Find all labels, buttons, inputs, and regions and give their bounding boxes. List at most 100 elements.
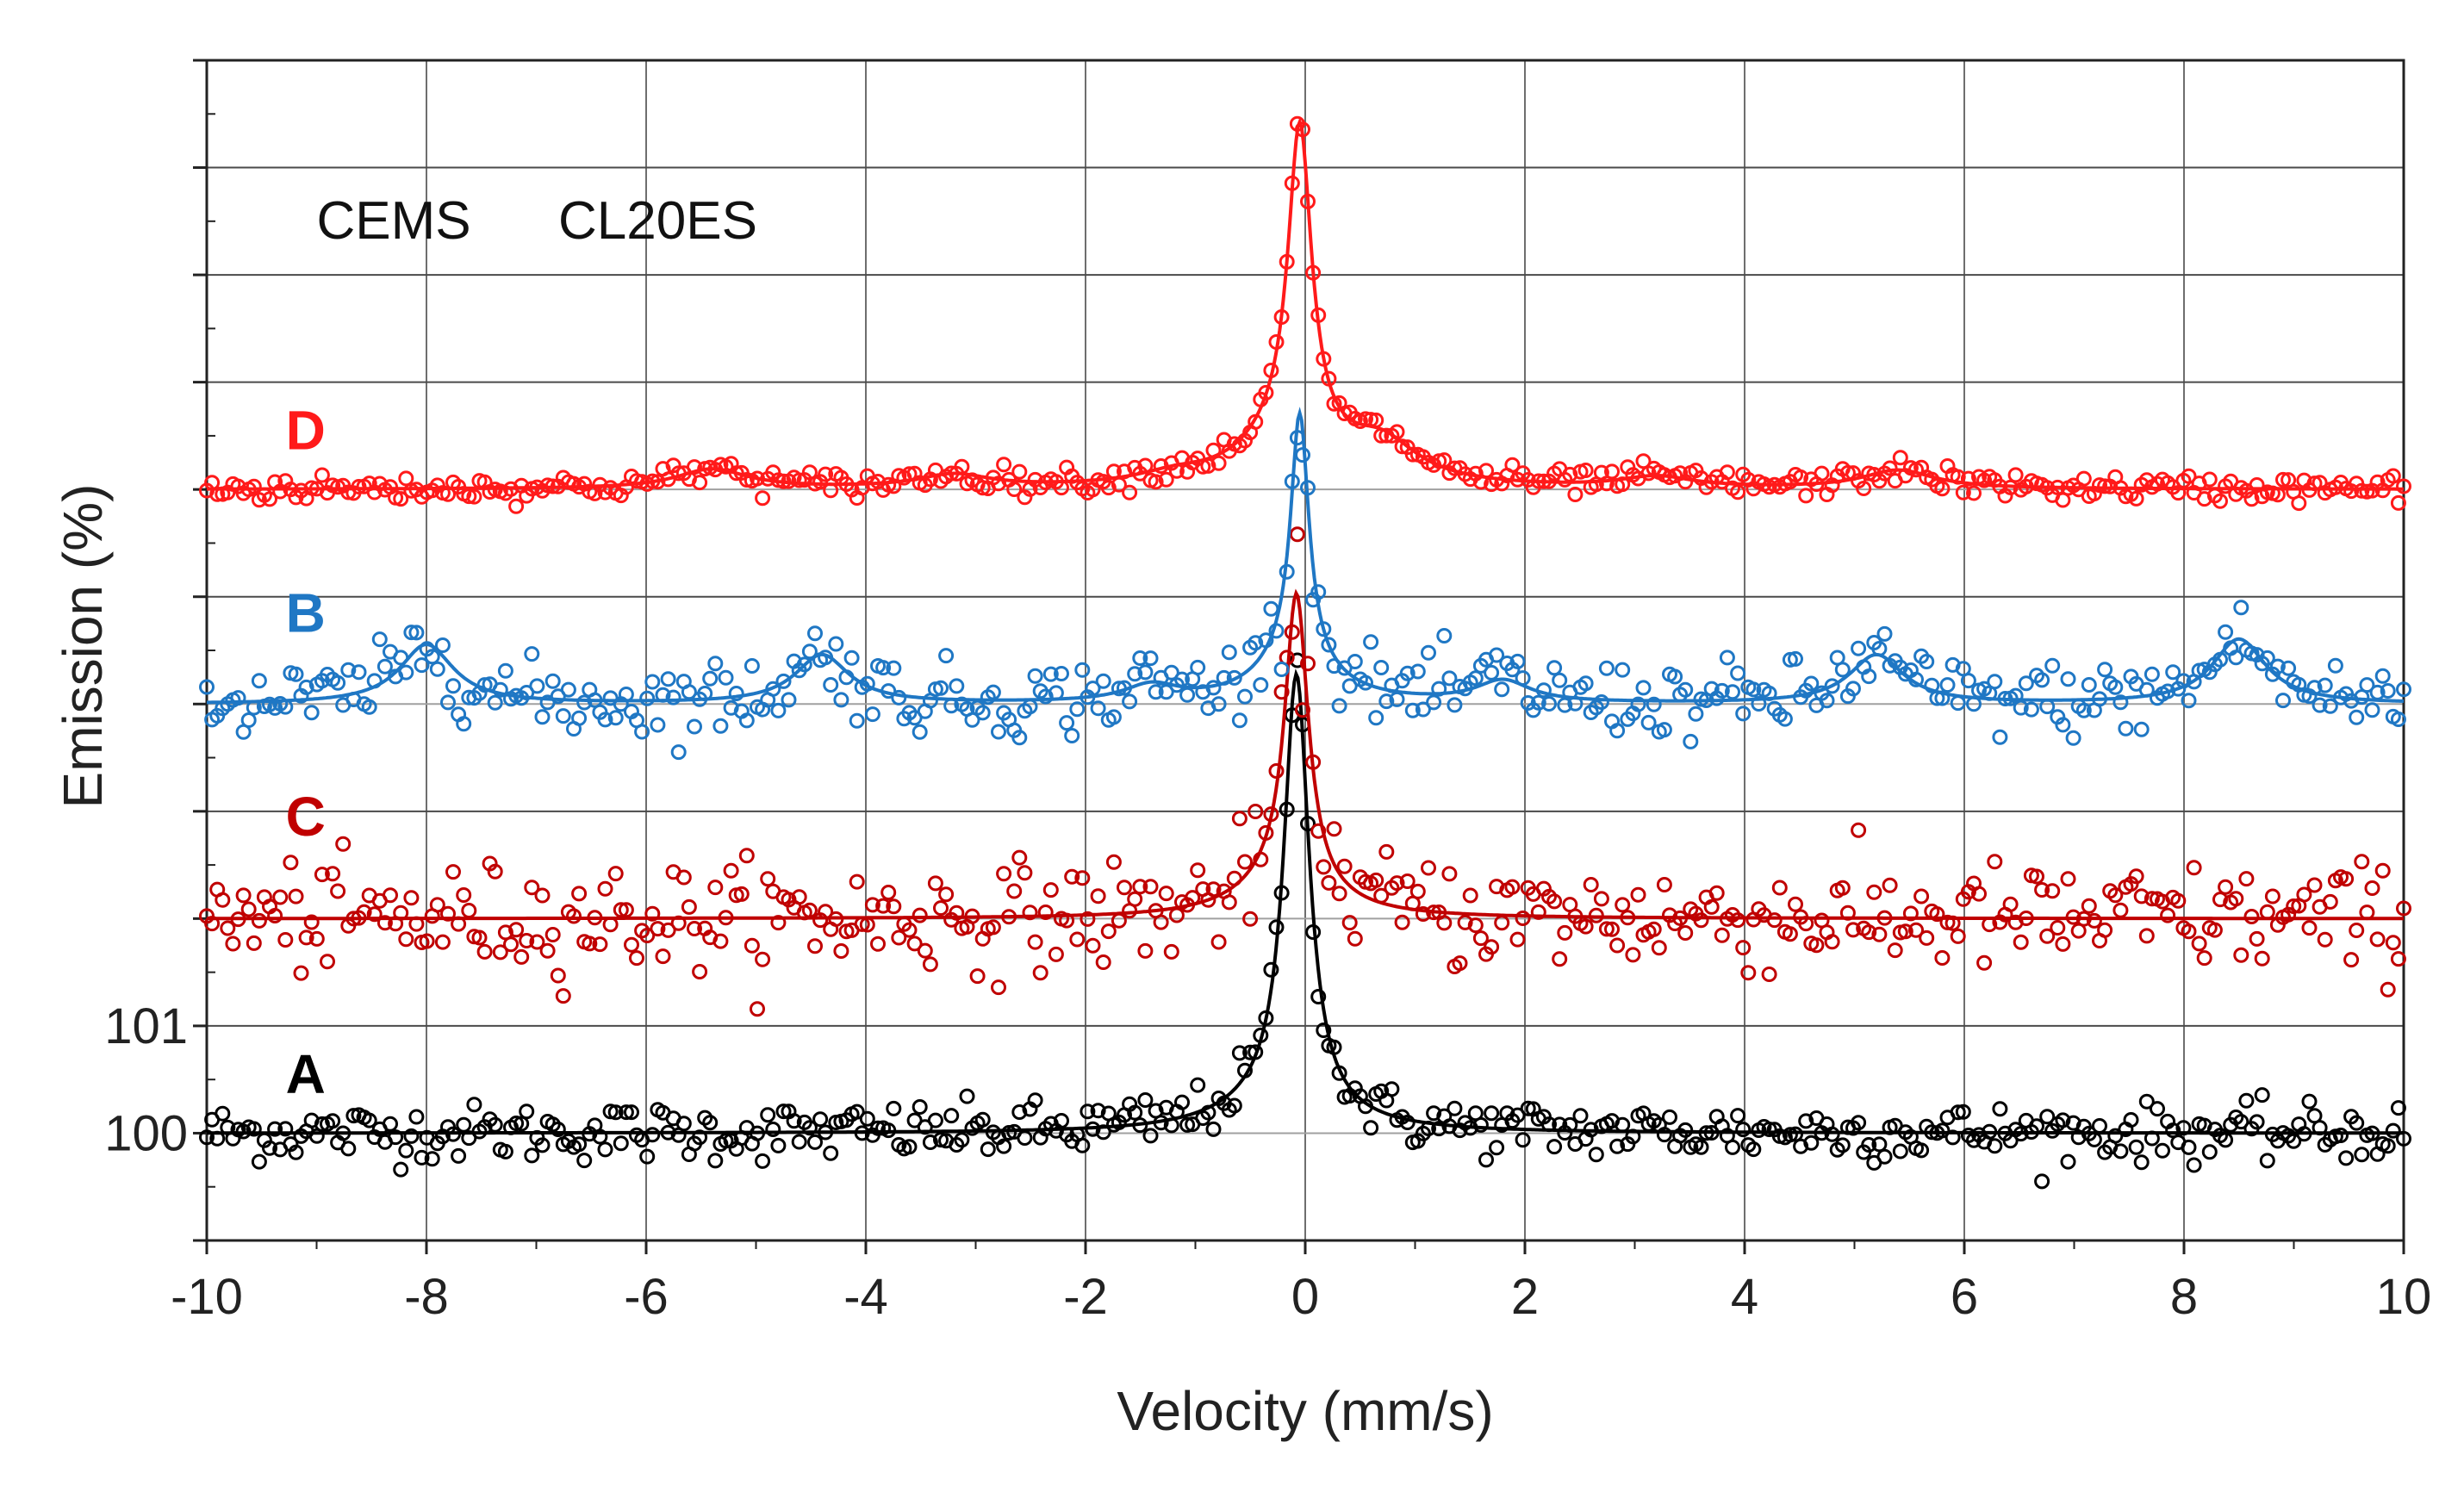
data-point [1305,754,1322,770]
data-point [1027,668,1043,684]
data-point [466,1097,482,1113]
data-point [624,1104,639,1121]
data-point [1368,710,1384,726]
data-point [2097,922,2113,938]
data-point [1467,670,1484,687]
data-point [1148,474,1164,490]
data-point [775,673,792,689]
data-point [262,491,277,507]
data-point [2301,1093,2318,1110]
data-point [1489,647,1505,663]
data-point [2181,1139,2197,1155]
data-point [1562,466,1578,482]
data-point [1253,851,1269,867]
data-point [1913,1142,1930,1159]
data-point [209,486,226,502]
data-point [1368,412,1384,428]
data-point [366,673,383,689]
data-point [2075,702,2092,718]
data-point [1022,699,1038,715]
data-point [1426,1105,1442,1122]
data-point [964,908,980,924]
data-point [2380,683,2396,699]
data-point [875,660,892,676]
data-point [2081,898,2097,914]
data-point [859,1110,875,1127]
data-point [1279,801,1295,817]
data-point [1987,854,2003,870]
data-point [1258,384,1274,401]
data-point [2286,1133,2302,1149]
x-tick-label: 2 [1511,1269,1539,1325]
data-point [1074,1137,1091,1153]
data-point [1751,696,1767,712]
data-point [1368,872,1384,888]
data-point [1824,934,1840,950]
data-point [1793,469,1809,485]
data-point [1808,937,1825,954]
data-point [1300,480,1316,496]
data-point [2039,1109,2056,1125]
data-point [471,929,488,946]
data-point [1845,922,1861,938]
data-point [1876,1148,1893,1165]
data-point [587,910,603,926]
data-point [1598,921,1615,937]
data-point [582,936,598,952]
data-point [1615,662,1631,678]
data-point [634,724,650,740]
data-point [2322,893,2338,910]
data-point [408,1109,425,1125]
data-point [2343,952,2360,968]
data-point [1027,1092,1043,1109]
data-point [2150,1101,2165,1117]
data-point [760,871,776,887]
series-label-A: A [286,1043,326,1105]
x-axis-title: Velocity (mm/s) [1117,1380,1493,1442]
data-point [755,951,771,967]
data-point [1824,1126,1840,1142]
data-point [833,943,849,959]
data-point [592,936,608,953]
data-point [996,866,1012,882]
data-point [2349,923,2365,938]
data-point [1472,1116,1489,1133]
data-point [2359,905,2375,921]
data-point [539,942,556,959]
data-point [744,937,760,954]
data-point [1231,1045,1248,1061]
data-point [1289,430,1305,446]
data-point [1210,455,1227,471]
data-point [230,690,246,706]
data-point [434,934,451,950]
data-point [1735,1122,1752,1138]
data-point [393,1161,409,1178]
data-point [875,898,892,914]
data-point [2249,930,2265,947]
data-point [1436,915,1453,931]
data-point [2060,671,2076,687]
data-point [2112,1143,2129,1159]
data-point [974,480,991,496]
data-point [497,1143,513,1159]
data-point [2039,699,2056,715]
data-point [1399,1115,1416,1130]
data-point [1273,885,1290,901]
data-point [665,689,681,706]
data-point [985,684,1001,700]
data-point [199,679,215,695]
data-point [2097,662,2113,678]
data-point [1489,1140,1505,1156]
data-point [1326,658,1342,675]
data-point [2107,679,2124,695]
data-point [854,916,870,932]
data-point [361,1112,377,1128]
data-point [2374,862,2391,879]
data-point [2259,650,2275,666]
data-point [1205,881,1222,898]
data-point [335,836,352,852]
data-point [1976,954,1993,971]
data-point [1577,918,1594,935]
data-point [2249,1114,2265,1130]
data-point [1190,1077,1206,1093]
